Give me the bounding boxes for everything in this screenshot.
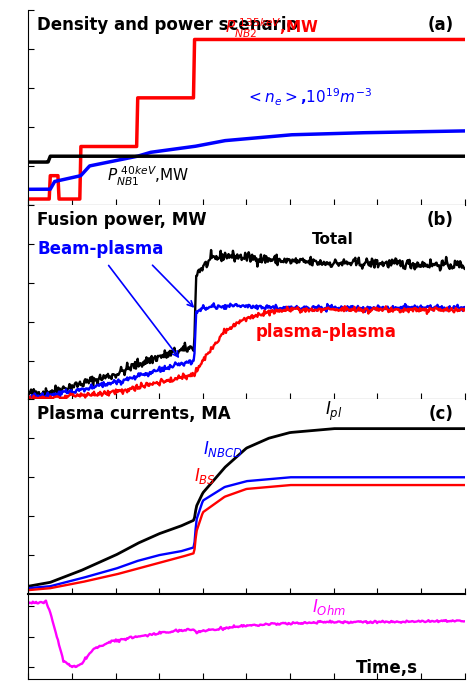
Text: Beam-plasma: Beam-plasma <box>37 239 164 257</box>
Text: Time,s: Time,s <box>356 659 418 677</box>
Text: $I_{pl}$: $I_{pl}$ <box>325 400 342 423</box>
Text: (a): (a) <box>428 16 454 34</box>
Text: Density and power scenario: Density and power scenario <box>37 16 298 34</box>
Text: $<n_e>$,$10^{19}m^{-3}$: $<n_e>$,$10^{19}m^{-3}$ <box>246 87 373 108</box>
Text: $P_{NB1}^{\ 40keV}$,MW: $P_{NB1}^{\ 40keV}$,MW <box>107 165 190 188</box>
Text: $I_{NBCD}$: $I_{NBCD}$ <box>203 439 243 459</box>
Text: (b): (b) <box>427 211 454 228</box>
Text: $I_{BS}$: $I_{BS}$ <box>194 466 216 486</box>
Text: Fusion power, MW: Fusion power, MW <box>37 211 207 228</box>
Text: Plasma currents, MA: Plasma currents, MA <box>37 405 231 423</box>
Text: $P_{NB2}^{\ 135keV}$,MW: $P_{NB2}^{\ 135keV}$,MW <box>225 17 319 40</box>
Text: Total: Total <box>312 232 354 247</box>
Text: $I_{Ohm}$: $I_{Ohm}$ <box>312 598 346 617</box>
Text: (c): (c) <box>429 405 454 423</box>
Text: plasma-plasma: plasma-plasma <box>255 323 396 341</box>
